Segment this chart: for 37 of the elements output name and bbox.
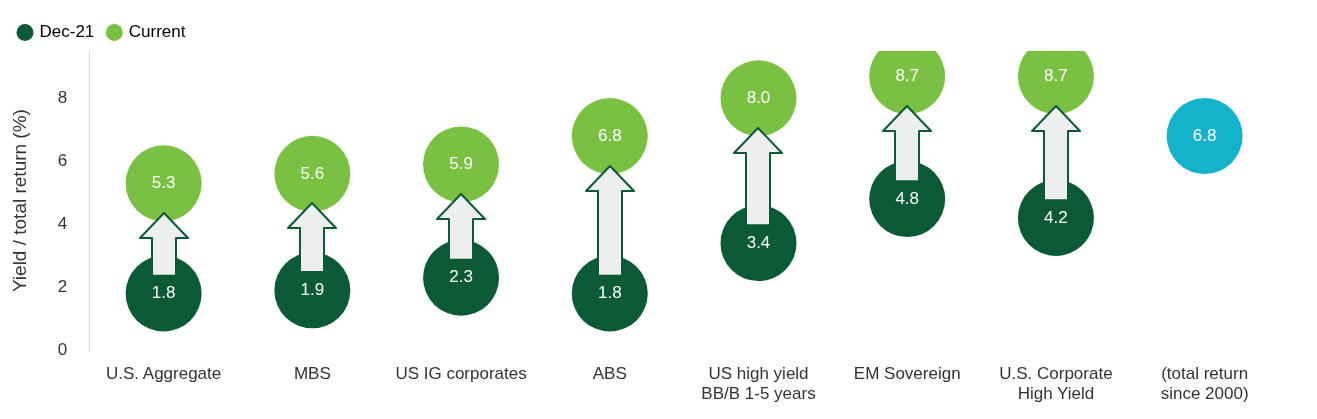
- data-label: 1.9: [300, 280, 325, 300]
- data-label: 3.4: [746, 232, 771, 252]
- legend-label: Dec-21: [39, 22, 95, 42]
- y-tick-label: 0: [57, 339, 68, 359]
- data-label: 8.0: [746, 87, 771, 107]
- point: [125, 145, 202, 222]
- x-tick-label: U.S. Corporate High Yield: [999, 364, 1113, 404]
- y-tick-label: 8: [57, 87, 68, 107]
- data-label: 8.7: [895, 65, 920, 85]
- data-label: 2.3: [449, 267, 473, 287]
- y-tick-label: 6: [57, 150, 68, 170]
- data-label: 4.2: [1044, 207, 1068, 227]
- legend-label: Current: [128, 22, 186, 42]
- x-tick-label: MBS: [293, 364, 331, 384]
- y-axis-title: Yield / total return (%): [8, 109, 30, 293]
- y-tick-label: 4: [57, 213, 68, 233]
- data-label: 6.8: [1192, 125, 1217, 145]
- data-label: 1.8: [151, 283, 176, 303]
- x-tick-label: US IG corporates: [395, 364, 527, 384]
- x-tick-label: EM Sovereign: [853, 364, 961, 384]
- x-tick-label: US high yield BB/B 1-5 years: [701, 364, 816, 404]
- x-tick-label: (total return since 2000): [1160, 364, 1249, 404]
- point: [571, 98, 648, 175]
- y-tick-label: 2: [57, 276, 68, 296]
- data-label: 6.8: [597, 125, 622, 145]
- data-label: 8.7: [1044, 65, 1068, 85]
- data-label: 4.8: [895, 188, 920, 208]
- x-tick-label: ABS: [592, 364, 627, 384]
- data-label: 1.8: [597, 283, 622, 303]
- point: [720, 60, 797, 137]
- point: [274, 135, 351, 212]
- point: [423, 126, 500, 203]
- x-tick-label: U.S. Aggregate: [105, 364, 222, 384]
- data-label: 5.9: [449, 154, 473, 174]
- point: [1166, 98, 1243, 175]
- data-label: 5.3: [151, 172, 176, 192]
- data-label: 5.6: [300, 163, 325, 183]
